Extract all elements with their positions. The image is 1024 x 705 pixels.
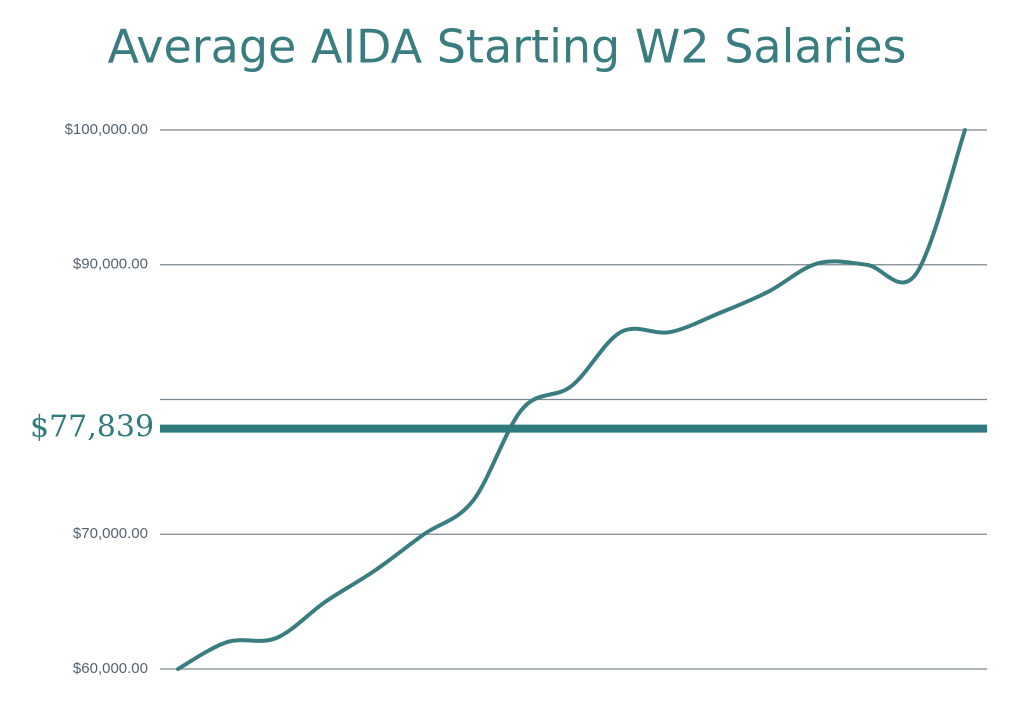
line-series bbox=[176, 128, 967, 671]
reference-label: $77,839 bbox=[30, 410, 154, 445]
y-tick-label: $70,000.00 bbox=[73, 525, 148, 542]
y-tick-label: $100,000.00 bbox=[65, 121, 148, 138]
y-tick-label: $60,000.00 bbox=[73, 660, 148, 677]
chart-title: Average AIDA Starting W2 Salaries bbox=[107, 20, 906, 74]
y-tick-label: $90,000.00 bbox=[73, 256, 148, 273]
